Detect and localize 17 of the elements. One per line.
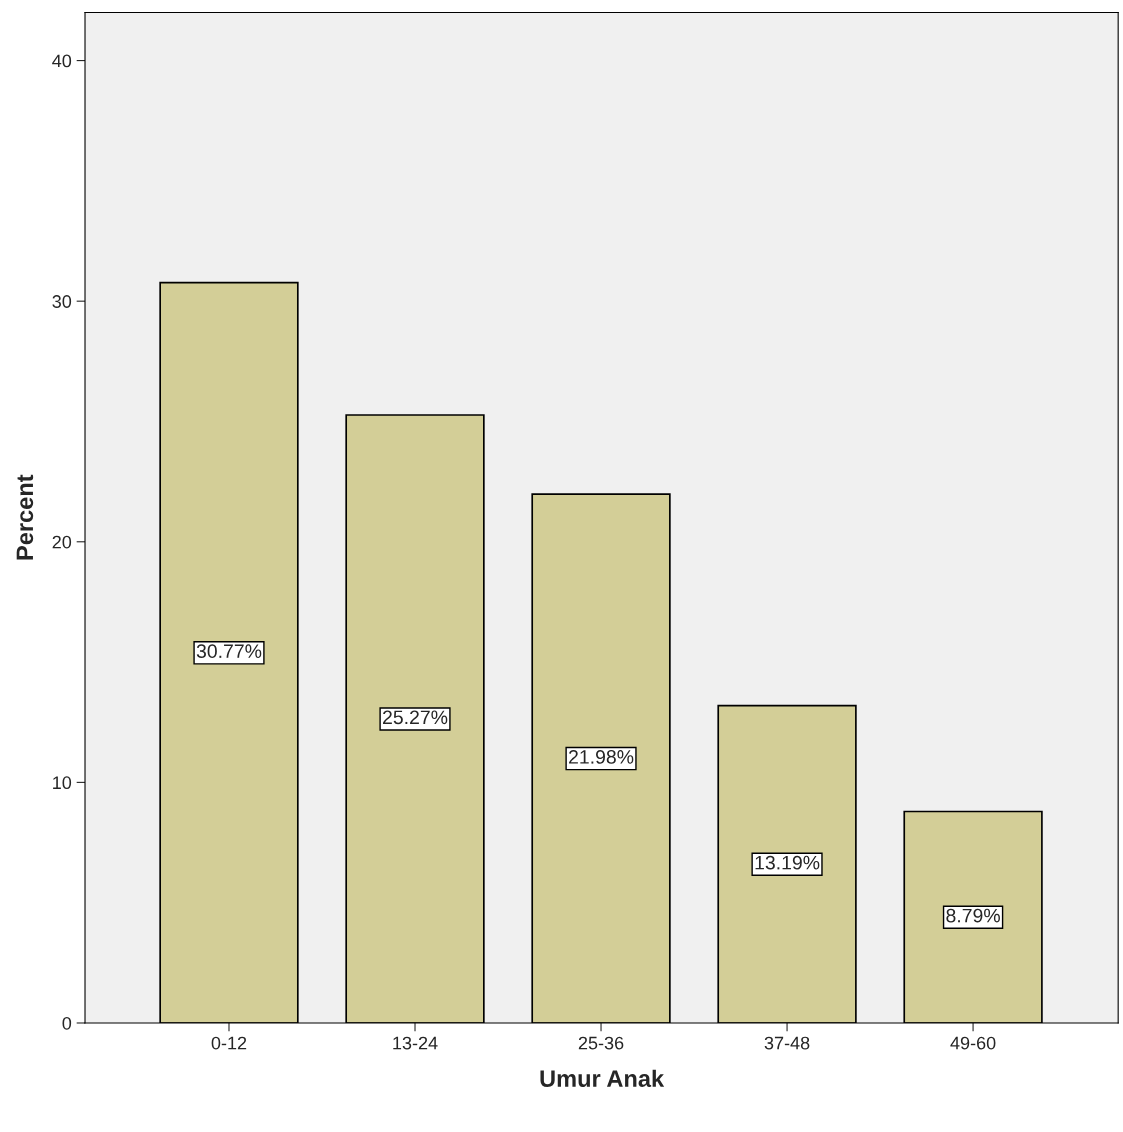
data-label: 25.27% <box>383 710 448 725</box>
y-tick-label: 30 <box>52 295 72 308</box>
x-tick-label: 0-12 <box>211 1036 247 1050</box>
y-tick-label: 0 <box>62 1016 72 1030</box>
data-label: 13.19% <box>755 855 820 870</box>
x-tick-label: 37-48 <box>764 1036 810 1050</box>
x-tick-label: 13-24 <box>393 1036 438 1050</box>
data-label: 8.79% <box>946 908 1000 923</box>
y-tick-label: 10 <box>53 776 72 790</box>
y-tick-label: 20 <box>52 535 72 549</box>
x-tick-label: 25-36 <box>578 1036 624 1050</box>
y-tick-label: 40 <box>52 54 72 68</box>
x-axis-title: Umur Anak <box>540 1069 665 1088</box>
y-axis-title: Percent <box>16 474 34 560</box>
data-label: 21.98% <box>569 750 634 764</box>
x-tick-label: 49-60 <box>950 1036 996 1050</box>
data-label: 30.77% <box>196 644 262 659</box>
